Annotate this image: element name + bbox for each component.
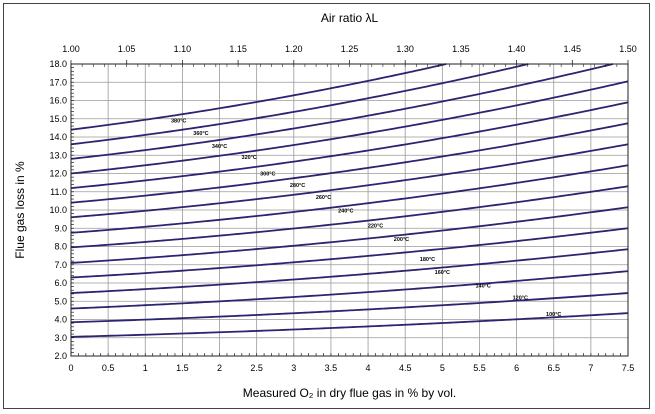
y-tick-label: 5.0	[54, 296, 67, 306]
top-tick-label: 1.10	[174, 44, 192, 54]
curve-line	[70, 185, 629, 249]
top-tick-label: 1.20	[285, 44, 303, 54]
top-tick-label: 1.05	[118, 44, 136, 54]
curve-label: 180°C	[420, 257, 435, 263]
axis-ticks	[70, 60, 629, 357]
curve-line	[70, 143, 629, 219]
x-tick-label: 1.5	[176, 363, 189, 373]
top-tick-label: 1.40	[508, 44, 526, 54]
curve-label: 340°C	[212, 144, 227, 150]
y-axis-label: Flue gas loss in %	[13, 161, 27, 259]
x-tick-label: 2.5	[250, 363, 263, 373]
y-tick-label: 18.0	[49, 59, 67, 69]
top-tick-label: 1.25	[341, 44, 359, 54]
tick-labels: 0 0.5 1 1.5 2 2.5 3 3.5 4 4.5 5 5.5 6 6.5 7 7.5 2.0 3.0 4.…	[49, 44, 636, 373]
curve-line	[70, 63, 614, 160]
x-tick-label: 2	[217, 363, 222, 373]
top-tick-label: 1.50	[619, 44, 637, 54]
x-tick-label: 4	[366, 363, 371, 373]
top-tick-label: 1.30	[396, 44, 414, 54]
curve-label: 260°C	[316, 195, 331, 201]
top-tick-label: 1.45	[564, 44, 582, 54]
curve-label: 100°C	[546, 312, 561, 318]
curve-labels: 100°C 120°C 140°C 160°C 180°C 200°C 220°C 240°C…	[171, 118, 561, 317]
curve-line	[70, 292, 629, 324]
curve-label: 140°C	[476, 284, 491, 290]
curve-line	[70, 63, 447, 131]
y-tick-label: 4.0	[54, 315, 67, 325]
top-tick-label: 1.15	[229, 44, 247, 54]
curve-line	[70, 227, 629, 279]
y-tick-label: 8.0	[54, 242, 67, 252]
x-tick-label: 3	[291, 363, 296, 373]
curve-label: 300°C	[260, 171, 275, 177]
x-tick-label: 0.5	[102, 363, 115, 373]
curve-line	[70, 122, 629, 204]
y-tick-label: 11.0	[50, 187, 67, 197]
top-tick-label: 1.00	[62, 44, 80, 54]
curve-label: 280°C	[290, 183, 305, 189]
curve-line	[70, 312, 629, 338]
x-tick-label: 7	[588, 363, 593, 373]
top-tick-label: 1.35	[452, 44, 470, 54]
x-tick-label: 6.5	[547, 363, 560, 373]
x-tick-label: 1	[143, 363, 148, 373]
x-tick-label: 0	[68, 363, 73, 373]
x-tick-label: 3.5	[325, 363, 338, 373]
y-tick-label: 2.0	[54, 351, 67, 361]
y-tick-label: 10.0	[49, 205, 67, 215]
curve-line	[70, 248, 629, 294]
y-tick-label: 9.0	[54, 223, 67, 233]
curve-label: 320°C	[242, 155, 257, 161]
top-axis-label: Air ratio λL	[321, 11, 379, 25]
x-tick-label: 6	[514, 363, 519, 373]
y-tick-label: 15.0	[49, 114, 67, 124]
curve-line	[70, 164, 629, 234]
curve-line	[70, 101, 629, 189]
curve-label: 380°C	[171, 118, 186, 124]
y-tick-label: 6.0	[54, 278, 67, 288]
x-tick-label: 4.5	[399, 363, 412, 373]
curve-line	[70, 80, 629, 175]
curve-label: 360°C	[193, 131, 208, 137]
y-tick-label: 16.0	[49, 96, 67, 106]
curve-label: 120°C	[513, 295, 528, 301]
y-tick-label: 3.0	[54, 333, 67, 343]
curve-label: 200°C	[394, 237, 409, 243]
curve-line	[70, 63, 529, 146]
x-axis-label: Measured O₂ in dry flue gas in % by vol.	[243, 386, 456, 400]
x-tick-label: 5.5	[473, 363, 486, 373]
curve-label: 240°C	[338, 209, 353, 215]
x-tick-label: 5	[440, 363, 445, 373]
y-tick-label: 7.0	[54, 260, 67, 270]
curve-label: 160°C	[435, 270, 450, 276]
curve-line	[70, 206, 629, 264]
y-tick-label: 17.0	[49, 77, 67, 87]
curves	[70, 63, 629, 338]
curve-line	[70, 270, 629, 310]
y-tick-label: 13.0	[49, 150, 67, 160]
chart-frame	[3, 3, 650, 409]
x-tick-label: 7.5	[622, 363, 635, 373]
y-tick-label: 14.0	[49, 132, 67, 142]
curve-label: 220°C	[368, 223, 383, 229]
y-tick-label: 12.0	[49, 169, 67, 179]
